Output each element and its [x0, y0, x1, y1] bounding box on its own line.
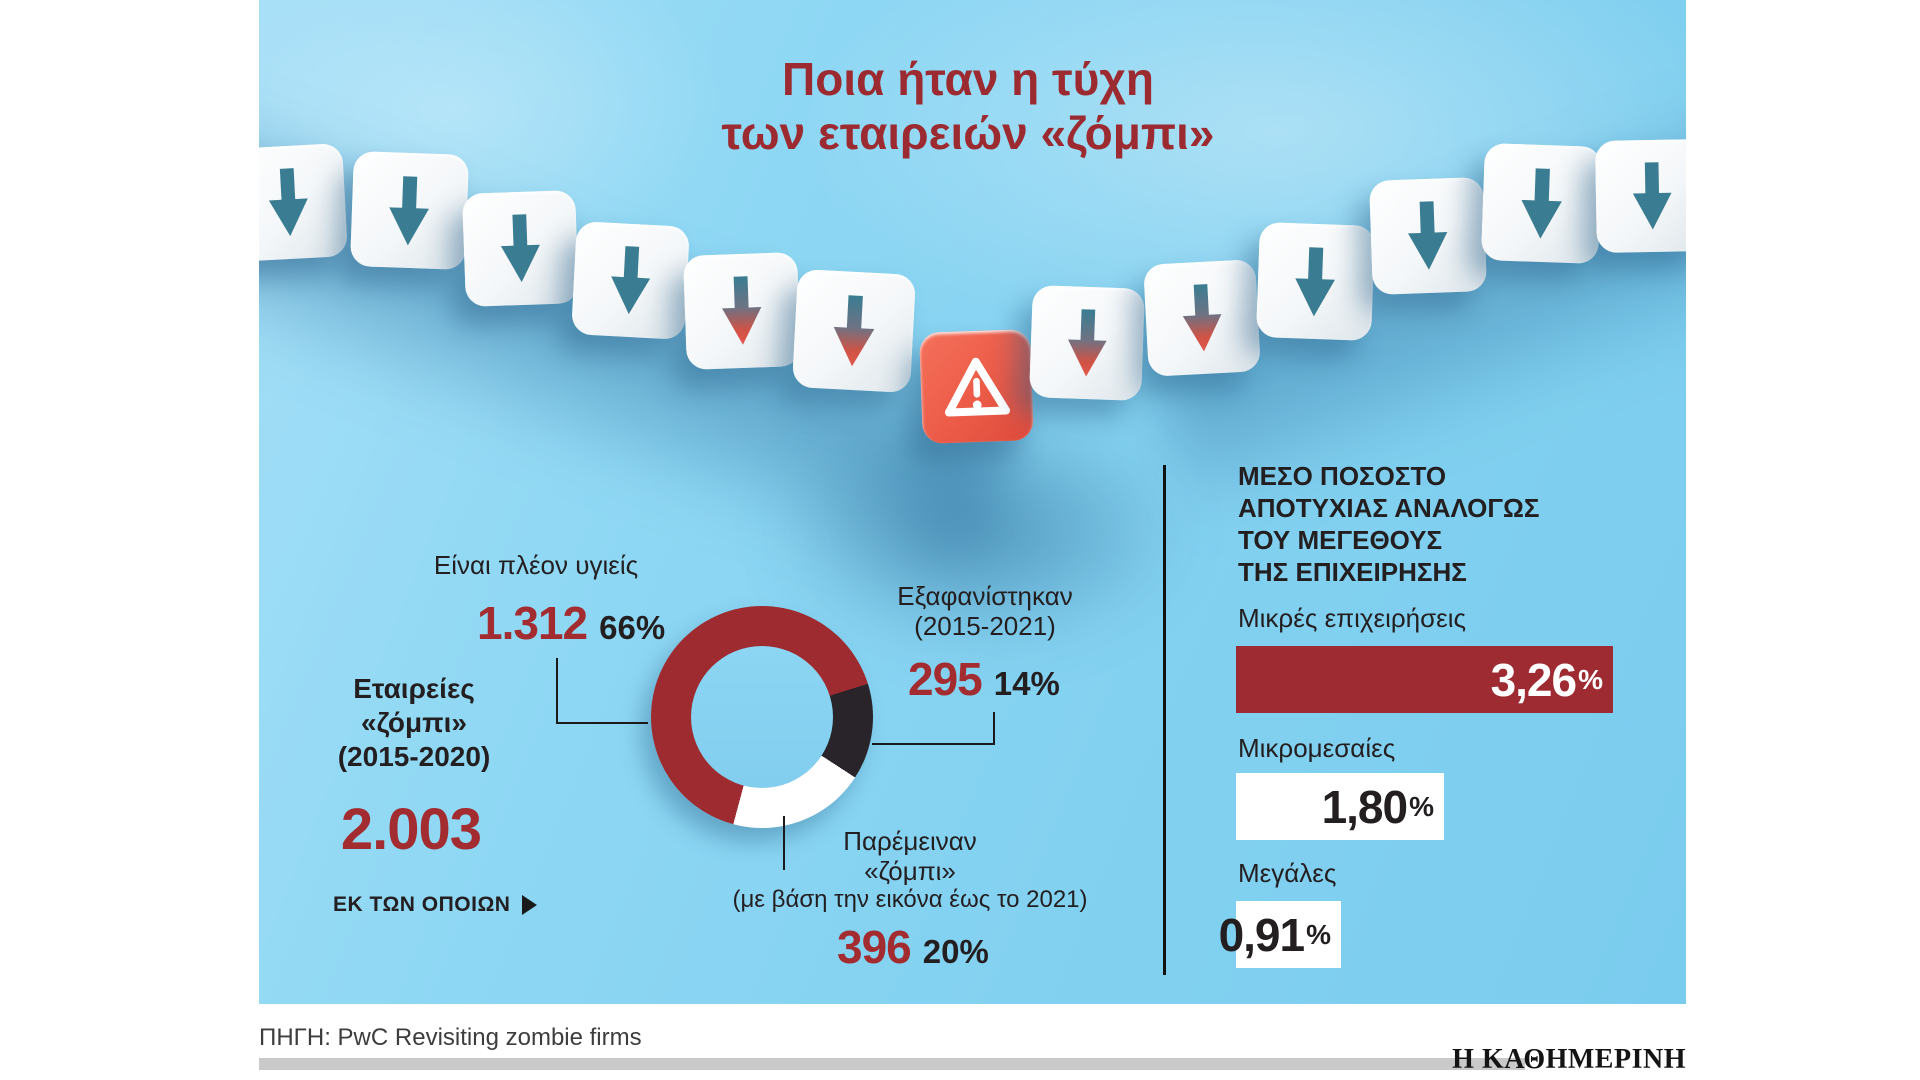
down-arrow-die: [1256, 222, 1375, 341]
footer-rule: [259, 1058, 1525, 1070]
down-arrow-die: [259, 143, 348, 262]
value-disappeared: 295 14%: [908, 652, 1060, 706]
source-credit: ΠΗΓΗ: PwC Revisiting zombie firms: [259, 1024, 642, 1051]
down-arrow-icon: [500, 214, 540, 283]
down-arrow-die: [1143, 259, 1261, 377]
page-title: Ποια ήταν η τύχη των εταιρειών «ζόμπι»: [598, 52, 1338, 160]
healthy-count: 1.312: [477, 597, 588, 649]
kathimerini-logo: Η ΚΑΘΗΜΕΡΙΝΗ: [1452, 1044, 1686, 1075]
bar-label-large: Μεγάλες: [1238, 858, 1337, 888]
connector-disappeared-h: [872, 743, 993, 745]
remained-percent: 20%: [922, 933, 989, 970]
label-remained: Παρέμειναν «ζόμπι» (με βάση την εικόνα έ…: [732, 826, 1088, 913]
bar-large-businesses: 0,91 %: [1219, 901, 1341, 968]
connector-remained-v: [783, 816, 785, 870]
title-line-1: Ποια ήταν η τύχη: [782, 53, 1154, 105]
bars-heading: ΜΕΣΟ ΠΟΣΟΣΤΟ ΑΠΟΤΥΧΙΑΣ ΑΝΑΛΟΓΩΣ ΤΟΥ ΜΕΓΕ…: [1238, 461, 1540, 587]
bar-label-medium: Μικρομεσαίες: [1238, 733, 1396, 763]
connector-healthy-h: [556, 722, 648, 724]
falling-dice-illustration: [259, 0, 1686, 1004]
down-arrow-die: [350, 151, 469, 270]
down-arrow-die: [1369, 177, 1487, 295]
down-arrow-die: [571, 221, 690, 340]
down-arrow-icon: [268, 168, 308, 237]
down-arrow-die: [1595, 139, 1686, 253]
total-count: 2.003: [340, 797, 482, 862]
photo-panel: Ποια ήταν η τύχη των εταιρειών «ζόμπι» Ε…: [259, 0, 1686, 1004]
down-arrow-icon: [722, 276, 762, 346]
down-arrow-icon: [1295, 246, 1336, 316]
donut-chart: [651, 606, 873, 828]
down-arrow-icon: [833, 295, 875, 367]
warning-die: [919, 329, 1034, 444]
down-arrow-icon: [1067, 309, 1107, 377]
disappeared-percent: 14%: [993, 665, 1060, 702]
value-healthy: 1.312 66%: [477, 596, 665, 650]
down-arrow-die: [1480, 142, 1603, 265]
bar-medium-businesses: 1,80 %: [1236, 773, 1444, 840]
connector-healthy-v: [556, 658, 558, 722]
title-line-2: των εταιρειών «ζόμπι»: [721, 107, 1215, 159]
down-arrow-die: [1029, 285, 1145, 401]
remained-count: 396: [837, 921, 912, 973]
warning-triangle-icon: [944, 357, 1010, 417]
donut-hole: [691, 646, 833, 788]
connector-disappeared-v: [993, 712, 995, 745]
down-arrow-icon: [389, 175, 430, 245]
down-arrow-icon: [611, 246, 651, 315]
down-arrow-icon: [1408, 201, 1448, 271]
label-disappeared: Εξαφανίστηκαν (2015-2021): [897, 581, 1073, 641]
healthy-percent: 66%: [599, 609, 666, 646]
bar-small-businesses: 3,26 %: [1236, 646, 1613, 713]
down-arrow-die: [462, 190, 579, 307]
label-total: Εταιρείες «ζόμπι» (2015-2020): [337, 673, 491, 772]
down-arrow-die: [683, 252, 801, 370]
label-healthy: Είναι πλέον υγιείς: [433, 550, 639, 580]
down-arrow-icon: [1182, 284, 1222, 352]
bar-label-small: Μικρές επιχειρήσεις: [1238, 603, 1467, 633]
pointer-right-icon: [522, 895, 538, 915]
down-arrow-die: [791, 268, 917, 394]
down-arrow-icon: [1521, 168, 1562, 239]
down-arrow-icon: [1632, 162, 1672, 230]
of-which-note: ΕΚ ΤΩΝ ΟΠΟΙΩΝ: [333, 893, 538, 917]
disappeared-count: 295: [908, 653, 983, 705]
section-divider: [1163, 465, 1166, 975]
value-remained: 396 20%: [837, 920, 989, 974]
